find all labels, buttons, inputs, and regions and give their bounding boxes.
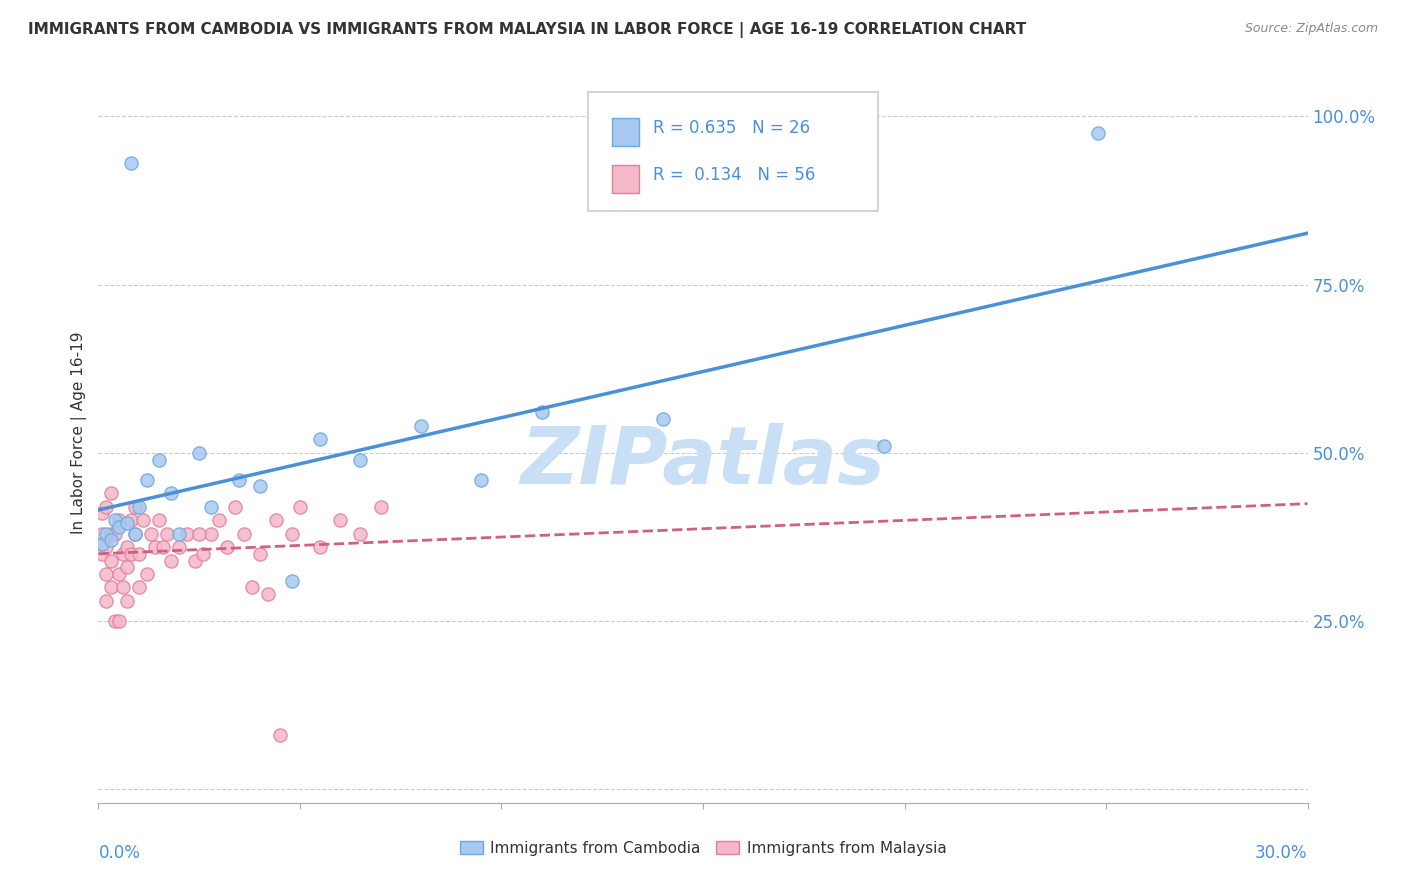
Point [256,587,278,601]
Point [107,566,129,581]
Point [96,500,118,514]
Text: 30.0%: 30.0% [1256,844,1308,862]
Point [124,500,146,514]
Point [208,513,231,527]
Point [128,547,150,561]
Point [193,547,215,561]
Point [873,439,896,453]
Point [309,433,332,447]
Point [349,526,371,541]
Point [188,526,211,541]
Point [100,553,122,567]
Point [100,533,122,548]
Text: IMMIGRANTS FROM CAMBODIA VS IMMIGRANTS FROM MALAYSIA IN LABOR FORCE | AGE 16-19 : IMMIGRANTS FROM CAMBODIA VS IMMIGRANTS F… [28,22,1026,38]
Point [91,526,114,541]
Point [148,513,170,527]
Point [176,526,198,541]
Point [224,500,246,514]
Point [124,526,146,541]
Point [128,500,150,514]
Point [370,500,392,514]
Point [115,540,138,554]
Point [107,520,129,534]
Point [249,479,271,493]
Point [103,513,125,527]
Point [160,553,183,567]
FancyBboxPatch shape [588,92,879,211]
Point [249,547,271,561]
Point [200,526,222,541]
Point [269,729,291,743]
Point [228,473,250,487]
Point [91,507,114,521]
Point [132,513,155,527]
Point [470,473,492,487]
Point [96,526,118,541]
Point [156,526,179,541]
Point [120,156,142,170]
Point [167,540,190,554]
Point [152,540,174,554]
Point [232,526,254,541]
Text: R =  0.134   N = 56: R = 0.134 N = 56 [654,166,815,184]
Point [240,581,263,595]
Point [139,526,162,541]
Point [135,566,157,581]
Point [100,526,122,541]
Text: R = 0.635   N = 26: R = 0.635 N = 26 [654,120,810,137]
Point [107,614,129,628]
Point [349,452,371,467]
Point [200,500,222,514]
Point [124,526,146,541]
Point [120,547,142,561]
Point [115,560,138,574]
Point [120,513,142,527]
Bar [613,118,638,146]
Point [409,418,432,433]
Point [329,513,352,527]
Point [530,405,553,419]
Point [167,526,190,541]
Point [111,581,134,595]
Point [100,486,122,500]
Point [148,452,170,467]
Point [96,540,118,554]
Point [281,526,304,541]
Point [100,581,122,595]
Point [188,446,211,460]
Point [309,540,332,554]
Point [115,516,138,531]
Point [107,513,129,527]
Y-axis label: In Labor Force | Age 16-19: In Labor Force | Age 16-19 [72,331,87,534]
Bar [613,165,638,193]
Point [160,486,183,500]
Point [91,547,114,561]
Point [184,553,207,567]
Point [1087,126,1109,140]
Point [281,574,304,588]
Text: Source: ZipAtlas.com: Source: ZipAtlas.com [1244,22,1378,36]
Point [217,540,239,554]
Legend: Immigrants from Cambodia, Immigrants from Malaysia: Immigrants from Cambodia, Immigrants fro… [454,835,952,862]
Point [288,500,311,514]
Point [96,594,118,608]
Point [91,536,114,550]
Text: 0.0%: 0.0% [98,844,141,862]
Point [96,566,118,581]
Point [651,412,673,426]
Point [103,526,125,541]
Point [103,614,125,628]
Text: ZIPatlas: ZIPatlas [520,423,886,501]
Point [115,594,138,608]
Point [135,473,157,487]
Point [143,540,166,554]
Point [111,547,134,561]
Point [128,581,150,595]
Point [264,513,287,527]
